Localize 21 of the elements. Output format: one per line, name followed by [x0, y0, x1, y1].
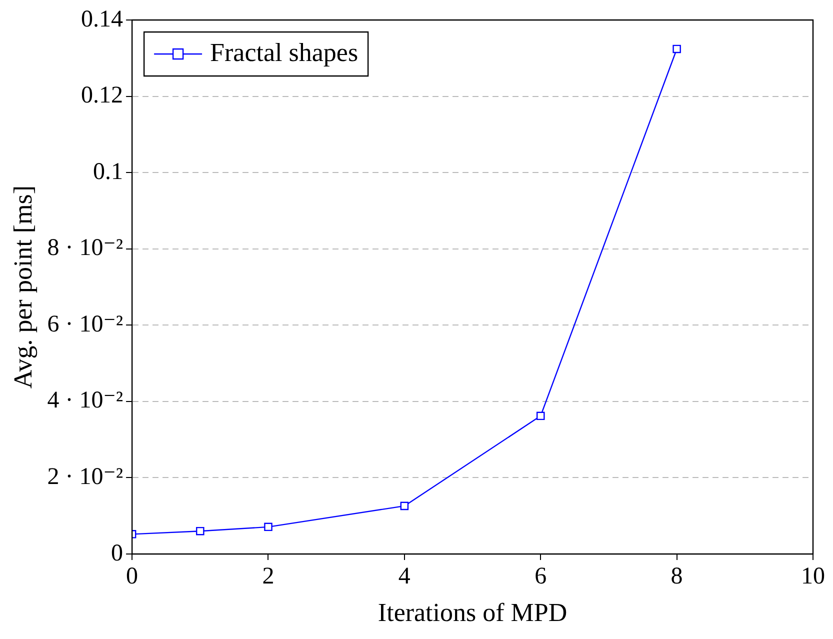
- y-tick-label: 0.12: [81, 82, 124, 109]
- point: [196, 526, 204, 536]
- y-tick-label: 6 · 10⁻²: [47, 311, 124, 338]
- x-tick-label: 8: [670, 564, 683, 590]
- y-tick-label: 4 · 10⁻²: [47, 388, 124, 414]
- y-tick-label: 2 · 10⁻²: [47, 464, 124, 490]
- y-tick-label: 0: [111, 540, 124, 566]
- y-axis-title: Avg. per point [ms]: [8, 185, 38, 389]
- y-tick-label: 0.1: [93, 158, 124, 185]
- x-axis-title: Iterations of MPD: [378, 598, 568, 628]
- point: [672, 44, 681, 54]
- x-tick-label: 6: [534, 564, 547, 590]
- point: [400, 502, 409, 510]
- x-tick-label: 10: [801, 564, 825, 590]
- point: [264, 522, 272, 532]
- y-tick-label: 0.14: [81, 6, 124, 32]
- x-tick-label: 2: [262, 564, 274, 590]
- legend-label: Fractal shapes: [210, 38, 358, 67]
- point: [536, 412, 545, 420]
- y-tick-label: 8 · 10⁻²: [47, 235, 124, 262]
- x-tick-label: 4: [398, 564, 410, 590]
